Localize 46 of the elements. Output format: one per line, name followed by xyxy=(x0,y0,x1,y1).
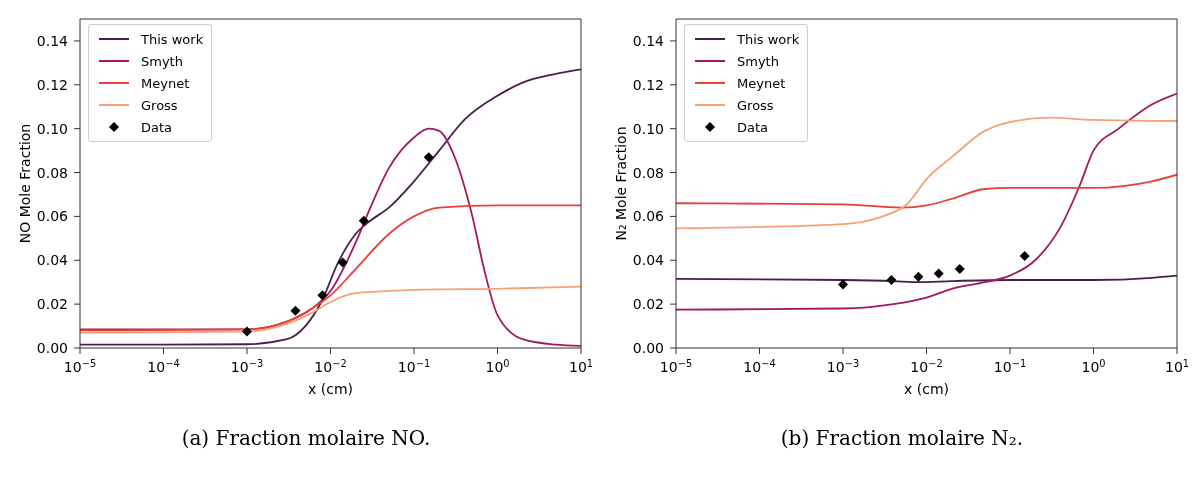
legend-label: Data xyxy=(141,119,173,135)
x-axis-title: x (cm) xyxy=(904,381,949,397)
x-tick-label: 10$^{0}$ xyxy=(1081,357,1106,375)
y-tick-label: 0.08 xyxy=(632,164,664,181)
y-axis-title: N₂ Mole Fraction xyxy=(613,126,629,241)
x-tick-label: 10$^{−2}$ xyxy=(314,357,347,375)
text: (b) Fraction molaire N₂. xyxy=(779,426,1025,450)
x-tick-label: 10$^{−1}$ xyxy=(993,357,1027,375)
y-tick-label: 0.14 xyxy=(36,32,69,49)
y-tick-label: 0.02 xyxy=(632,296,664,313)
legend-label: Gross xyxy=(737,97,774,113)
legend-label: Meynet xyxy=(141,75,190,91)
x-tick-label: 10$^{1}$ xyxy=(1164,357,1190,375)
y-tick-label: 0.10 xyxy=(632,120,664,137)
y-tick-label: 0.04 xyxy=(632,252,665,269)
x-tick-label: 10$^{0}$ xyxy=(485,357,510,375)
x-tick-label: 10$^{−4}$ xyxy=(743,357,776,375)
legend-label: This work xyxy=(141,31,204,47)
y-axis-title: NO Mole Fraction xyxy=(17,123,33,244)
x-tick-label: 10$^{−4}$ xyxy=(147,357,180,375)
y-tick-label: 0.02 xyxy=(36,296,68,313)
x-tick-label: 10$^{−5}$ xyxy=(659,357,693,375)
legend-label: Gross xyxy=(141,97,178,113)
y-tick-label: 0.12 xyxy=(36,76,68,93)
y-tick-label: 0.12 xyxy=(632,76,664,93)
y-tick-label: 0.08 xyxy=(36,164,68,181)
x-axis-title: x (cm) xyxy=(308,381,353,397)
y-tick-label: 0.00 xyxy=(36,340,68,356)
legend-label: Data xyxy=(737,119,769,135)
x-tick-label: 10$^{−3}$ xyxy=(826,357,860,375)
y-tick-label: 0.06 xyxy=(632,208,665,225)
y-tick-label: 0.14 xyxy=(632,32,665,49)
legend-label: Smyth xyxy=(737,53,779,69)
legend-label: Meynet xyxy=(737,75,786,91)
legend-label: This work xyxy=(737,31,800,47)
legend-label: Smyth xyxy=(141,53,183,69)
x-tick-label: 10$^{−3}$ xyxy=(230,357,264,375)
y-tick-label: 0.06 xyxy=(36,208,69,225)
y-tick-label: 0.00 xyxy=(632,340,664,356)
text: (a) Fraction molaire NO. xyxy=(180,426,432,450)
y-tick-label: 0.04 xyxy=(36,252,69,269)
x-tick-label: 10$^{−1}$ xyxy=(397,357,431,375)
y-tick-label: 0.10 xyxy=(36,120,68,137)
x-tick-label: 10$^{−2}$ xyxy=(910,357,943,375)
x-tick-label: 10$^{1}$ xyxy=(568,357,594,375)
x-tick-label: 10$^{−5}$ xyxy=(63,357,97,375)
